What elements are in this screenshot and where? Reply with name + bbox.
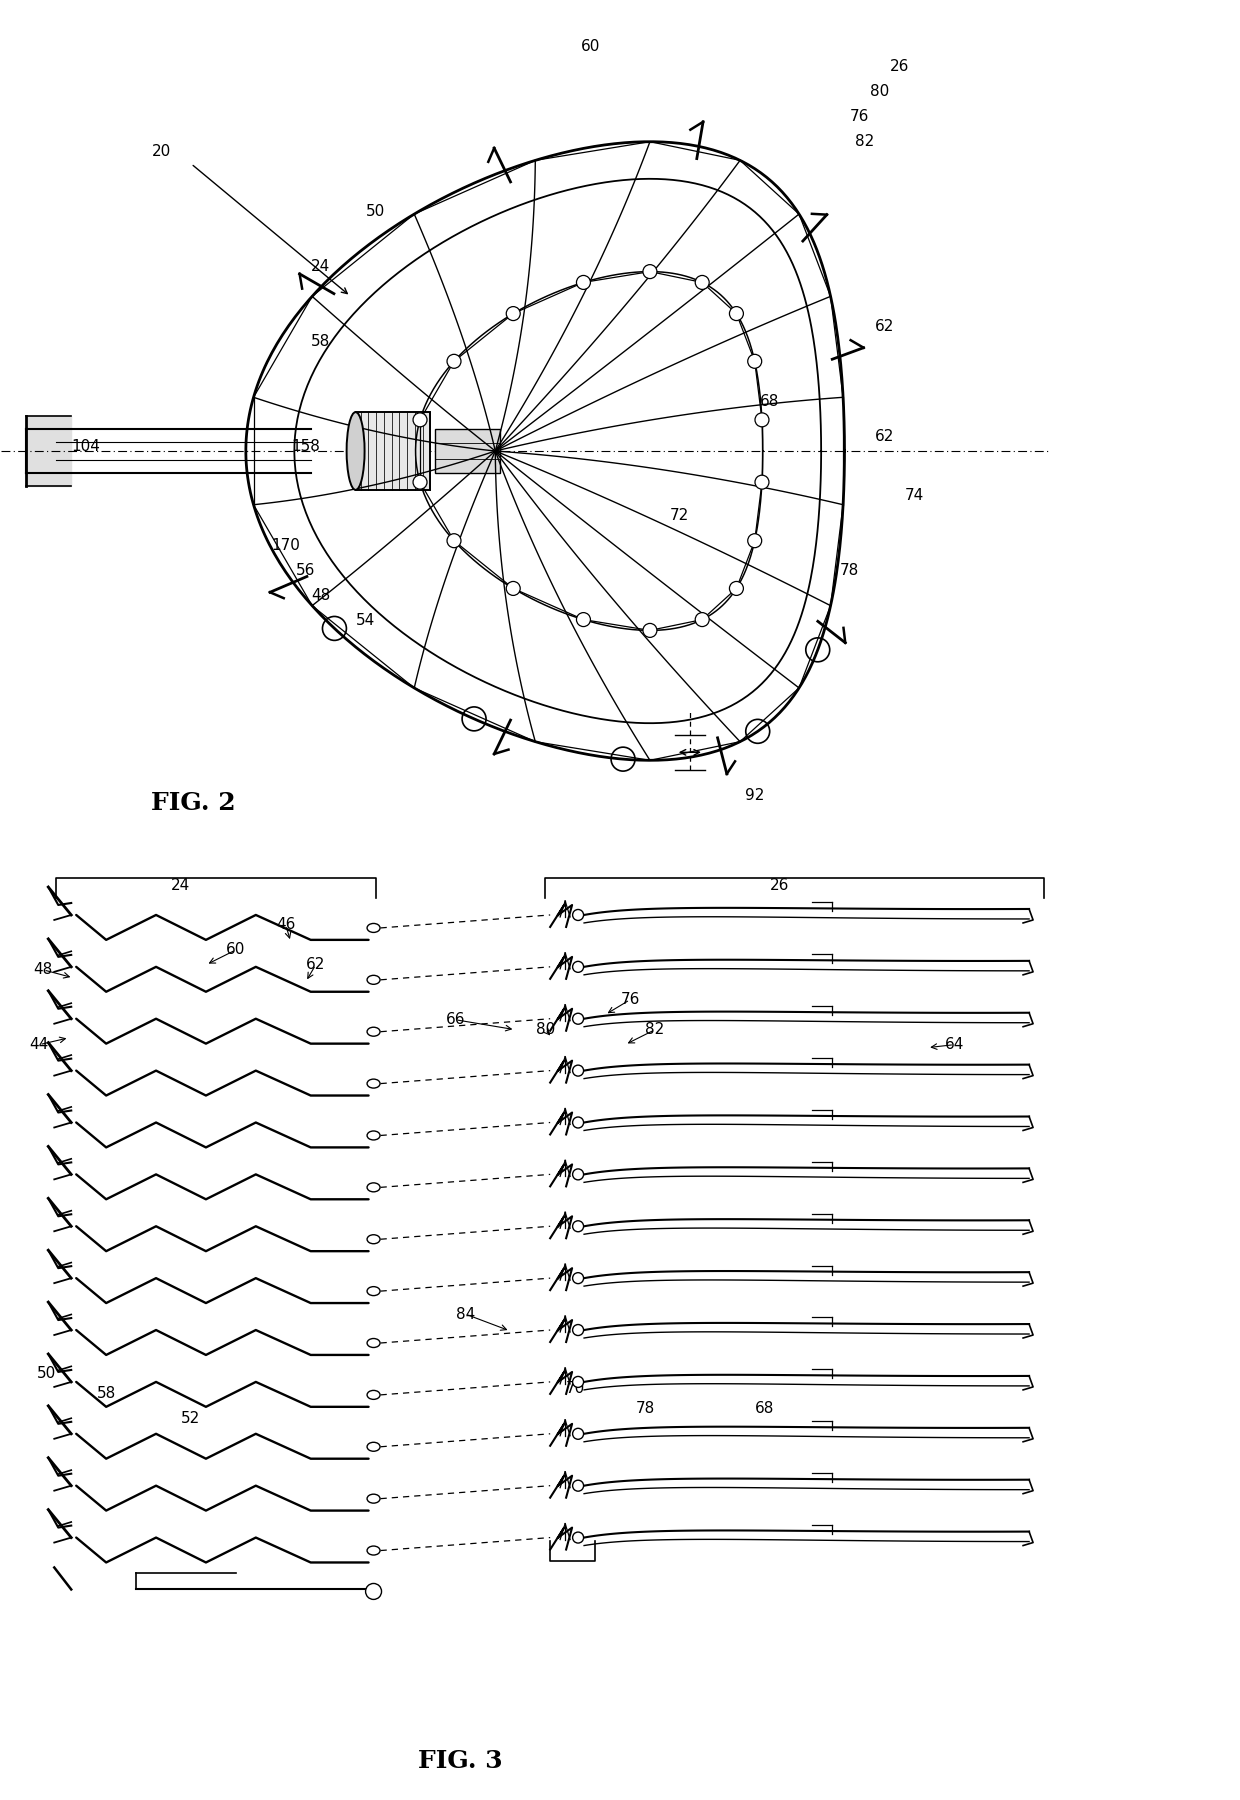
Ellipse shape [367,1183,379,1192]
Ellipse shape [367,1494,379,1503]
Circle shape [573,1532,584,1543]
Ellipse shape [367,1339,379,1348]
Text: 80: 80 [536,1022,554,1037]
Text: 52: 52 [181,1411,201,1426]
Circle shape [696,275,709,290]
Text: 50: 50 [366,203,386,220]
Text: 60: 60 [226,943,246,958]
Bar [435,428,500,473]
Circle shape [506,306,521,320]
Text: 56: 56 [296,563,315,578]
Circle shape [644,265,657,279]
Text: 78: 78 [635,1402,655,1417]
Circle shape [729,306,744,320]
Circle shape [729,581,744,596]
Circle shape [573,961,584,972]
Text: 104: 104 [72,439,100,454]
Text: 78: 78 [839,563,859,578]
Text: 58: 58 [311,333,330,349]
Circle shape [573,1013,584,1024]
Text: 62: 62 [306,958,325,972]
Circle shape [577,612,590,626]
Circle shape [748,355,761,369]
Circle shape [573,1220,584,1231]
Text: 76: 76 [620,992,640,1008]
Circle shape [573,1273,584,1283]
Circle shape [448,355,461,369]
Ellipse shape [367,923,379,932]
Text: 74: 74 [905,488,924,504]
Ellipse shape [367,1442,379,1451]
Text: 92: 92 [745,788,764,803]
Text: 26: 26 [770,878,790,893]
Text: 158: 158 [291,439,320,454]
Circle shape [573,1118,584,1129]
Text: 54: 54 [356,614,376,628]
Bar [356,412,430,490]
Circle shape [413,475,427,490]
Ellipse shape [367,1235,379,1244]
Circle shape [696,612,709,626]
Text: 84: 84 [456,1307,475,1321]
Text: 46: 46 [277,918,295,932]
Text: 80: 80 [869,85,889,99]
Circle shape [755,475,769,490]
Text: 50: 50 [37,1366,56,1381]
Ellipse shape [347,412,365,490]
Text: 26: 26 [889,59,909,74]
Ellipse shape [367,976,379,985]
Circle shape [573,1480,584,1490]
Text: 20: 20 [151,144,171,158]
Text: 70: 70 [565,1381,585,1397]
Text: 68: 68 [755,1402,774,1417]
Ellipse shape [367,1028,379,1037]
Text: 24: 24 [171,878,191,893]
Text: 24: 24 [311,259,330,274]
Circle shape [448,535,461,547]
Text: 58: 58 [97,1386,115,1402]
Circle shape [573,1168,584,1179]
Circle shape [755,412,769,427]
Text: 62: 62 [874,319,894,333]
Circle shape [577,275,590,290]
Text: 48: 48 [33,963,53,977]
Ellipse shape [367,1130,379,1139]
Circle shape [366,1584,382,1600]
Text: FIG. 2: FIG. 2 [151,792,236,815]
Circle shape [573,1429,584,1440]
Text: 64: 64 [945,1037,963,1053]
Ellipse shape [367,1390,379,1399]
Text: 82: 82 [645,1022,665,1037]
Circle shape [573,1066,584,1076]
Ellipse shape [367,1546,379,1555]
Circle shape [573,909,584,920]
Circle shape [644,623,657,637]
Text: 62: 62 [874,428,894,443]
Text: 48: 48 [311,589,330,603]
Text: 82: 82 [854,135,874,149]
Ellipse shape [367,1078,379,1087]
Text: 44: 44 [30,1037,48,1053]
Text: 76: 76 [849,110,869,124]
Text: 66: 66 [445,1012,465,1028]
Circle shape [573,1377,584,1388]
Circle shape [748,535,761,547]
Text: 170: 170 [272,538,300,553]
Ellipse shape [367,1287,379,1296]
Circle shape [413,412,427,427]
Text: 68: 68 [760,394,780,409]
Text: FIG. 3: FIG. 3 [418,1750,502,1773]
Text: 60: 60 [580,40,600,54]
Circle shape [506,581,521,596]
Text: 72: 72 [671,508,689,524]
Circle shape [573,1325,584,1336]
